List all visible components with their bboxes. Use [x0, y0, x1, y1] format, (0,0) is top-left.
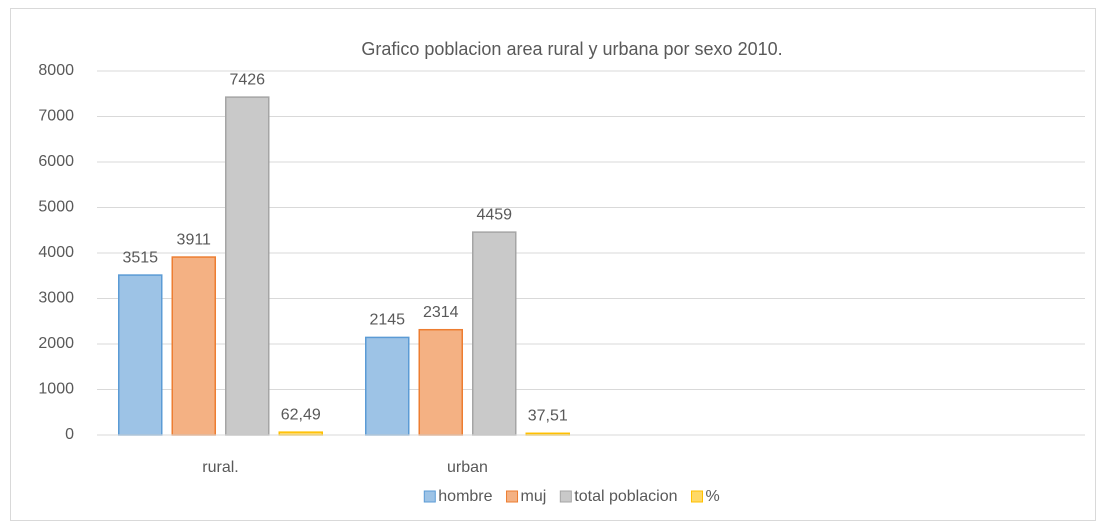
value-label: 62,49 [281, 406, 321, 423]
value-label: 3515 [122, 249, 158, 266]
y-tick-label: 0 [65, 426, 74, 443]
legend-label: total poblacion [574, 488, 677, 505]
legend-swatch [690, 490, 703, 503]
legend-label: muj [521, 488, 547, 505]
y-tick-label: 1000 [38, 381, 74, 398]
value-label: 37,51 [528, 408, 568, 425]
value-label: 3911 [177, 231, 212, 248]
value-label: 2145 [369, 312, 405, 329]
y-tick-label: 7000 [38, 108, 74, 125]
bar [118, 274, 163, 436]
y-tick-label: 3000 [38, 290, 74, 307]
legend-swatch [506, 490, 519, 503]
bar [418, 328, 463, 436]
chart-title: Grafico poblacion area rural y urbana po… [361, 39, 782, 59]
legend-swatch [423, 490, 436, 503]
value-label: 4459 [476, 206, 512, 223]
y-tick-label: 8000 [38, 62, 74, 79]
bar [472, 231, 517, 436]
x-tick-label: urban [447, 459, 488, 476]
y-tick-label: 6000 [38, 153, 74, 170]
bar [171, 256, 216, 436]
y-tick-label: 4000 [38, 244, 74, 261]
y-tick-label: 2000 [38, 335, 74, 352]
legend-label: % [705, 488, 719, 505]
bar [365, 336, 410, 436]
legend-label: hombre [438, 488, 492, 505]
value-label: 2314 [423, 304, 459, 321]
x-tick-label: rural. [202, 459, 238, 476]
bar [225, 96, 270, 436]
value-label: 7426 [229, 71, 265, 88]
legend-swatch [559, 490, 572, 503]
y-tick-label: 5000 [38, 199, 74, 216]
